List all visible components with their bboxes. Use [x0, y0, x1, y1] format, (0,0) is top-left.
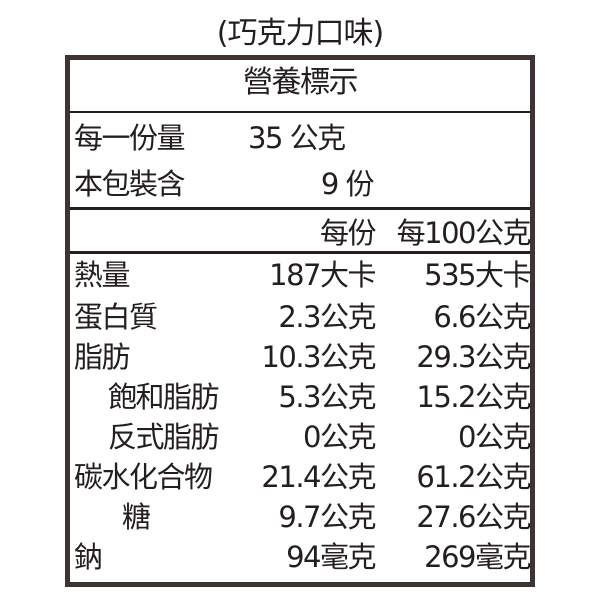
serving-size-value: 35 公克 [248, 121, 346, 155]
nutrient-row: 碳水化合物 21.4公克 61.2公克 [70, 459, 531, 495]
nutrient-row: 蛋白質 2.3公克 6.6公克 [70, 299, 531, 335]
nutrient-label: 鈉 [74, 540, 103, 574]
divider-thick [70, 251, 530, 254]
nutrient-per-serving: 2.3公克 [278, 300, 376, 334]
nutrient-label: 碳水化合物 [74, 460, 213, 494]
nutrient-label: 脂肪 [74, 340, 131, 374]
nutrient-per-100g: 29.3公克 [416, 340, 531, 374]
nutrient-label: 反式脂肪 [108, 420, 220, 454]
nutrient-per-serving: 0公克 [303, 420, 376, 454]
nutrient-row: 飽和脂肪 5.3公克 15.2公克 [70, 379, 531, 415]
nutrient-per-serving: 94毫克 [286, 540, 376, 574]
nutrient-row: 鈉 94毫克 269毫克 [70, 539, 531, 575]
servings-per-package-label: 本包裝含 [74, 167, 186, 201]
column-per-serving: 每份 [319, 216, 377, 250]
nutrient-per-100g: 535大卡 [424, 258, 531, 292]
nutrient-per-100g: 15.2公克 [416, 380, 531, 414]
nutrient-per-serving: 5.3公克 [278, 380, 376, 414]
nutrient-row: 脂肪 10.3公克 29.3公克 [70, 339, 531, 375]
nutrition-facts-table: 營養標示 每一份量 35 公克 本包裝含 9 份 每份 每100公克 熱量 187… [65, 55, 535, 587]
servings-per-package-value: 9 份 [320, 167, 375, 201]
nutrient-label: 糖 [122, 500, 151, 534]
nutrient-row: 熱量 187大卡 535大卡 [70, 257, 531, 293]
flavor-title: (巧克力口味) [216, 16, 384, 51]
nutrient-per-100g: 61.2公克 [416, 460, 531, 494]
nutrient-per-100g: 6.6公克 [433, 300, 531, 334]
column-per-100g: 每100公克 [396, 216, 532, 250]
divider [70, 111, 530, 113]
nutrient-row: 糖 9.7公克 27.6公克 [70, 499, 531, 535]
nutrient-row: 反式脂肪 0公克 0公克 [70, 419, 531, 455]
nutrient-per-100g: 269毫克 [424, 540, 531, 574]
nutrient-per-serving: 187大卡 [269, 258, 376, 292]
nutrient-per-100g: 27.6公克 [416, 500, 531, 534]
nutrient-label: 蛋白質 [74, 300, 158, 334]
nutrient-label: 熱量 [74, 258, 131, 292]
nutrient-per-100g: 0公克 [458, 420, 531, 454]
serving-size-label: 每一份量 [74, 121, 186, 155]
table-header: 營養標示 [243, 65, 359, 100]
nutrient-per-serving: 10.3公克 [261, 340, 376, 374]
divider-thick [70, 207, 530, 210]
nutrient-label: 飽和脂肪 [108, 380, 220, 414]
nutrient-per-serving: 9.7公克 [278, 500, 376, 534]
nutrient-per-serving: 21.4公克 [261, 460, 376, 494]
